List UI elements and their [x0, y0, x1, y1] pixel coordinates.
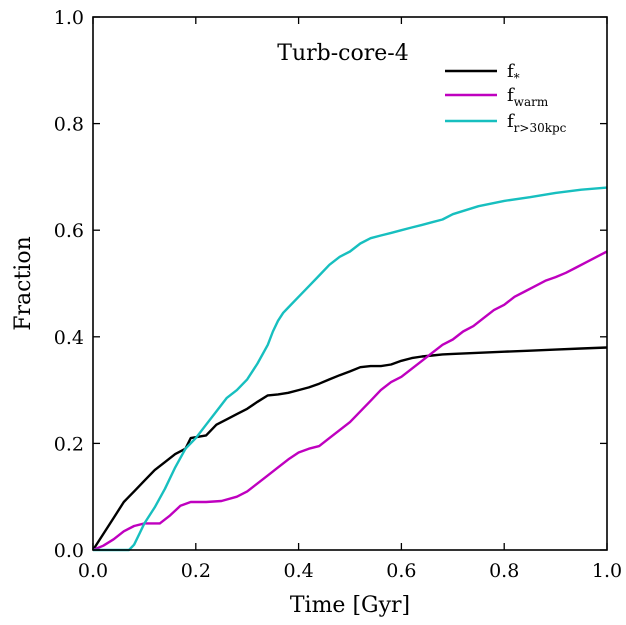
- series-line-0: [91, 346, 608, 551]
- legend-label-2: fr>30kpc: [507, 111, 567, 135]
- x-tick-label: 0.8: [489, 560, 519, 582]
- y-tick-label: 0.0: [54, 540, 84, 562]
- x-tick-label: 0.0: [78, 560, 108, 582]
- y-axis-label: Fraction: [11, 236, 36, 331]
- chart-title: Turb-core-4: [277, 41, 408, 66]
- series-line-2: [93, 186, 608, 552]
- y-tick-label: 0.4: [54, 327, 84, 349]
- plot-lines: [91, 186, 608, 552]
- axis-ticks: 0.0 0.2 0.4 0.6 0.8 1.0 0.0 0.2 0.4 0.6 0.8 1.0: [54, 7, 622, 582]
- series-line-1: [92, 250, 608, 552]
- x-tick-label: 1.0: [592, 560, 622, 582]
- x-tick-label: 0.4: [283, 560, 313, 582]
- legend-label-0: f*: [507, 61, 520, 85]
- y-tick-label: 0.8: [54, 114, 84, 136]
- y-tick-label: 0.6: [54, 220, 84, 242]
- x-tick-label: 0.2: [181, 560, 211, 582]
- y-tick-label: 1.0: [54, 7, 84, 29]
- legend-label-1: fwarm: [507, 85, 549, 109]
- y-tick-label: 0.2: [54, 433, 84, 455]
- x-axis-label: Time [Gyr]: [290, 593, 410, 618]
- x-tick-label: 0.6: [386, 560, 416, 582]
- plot-frame: [92, 16, 608, 551]
